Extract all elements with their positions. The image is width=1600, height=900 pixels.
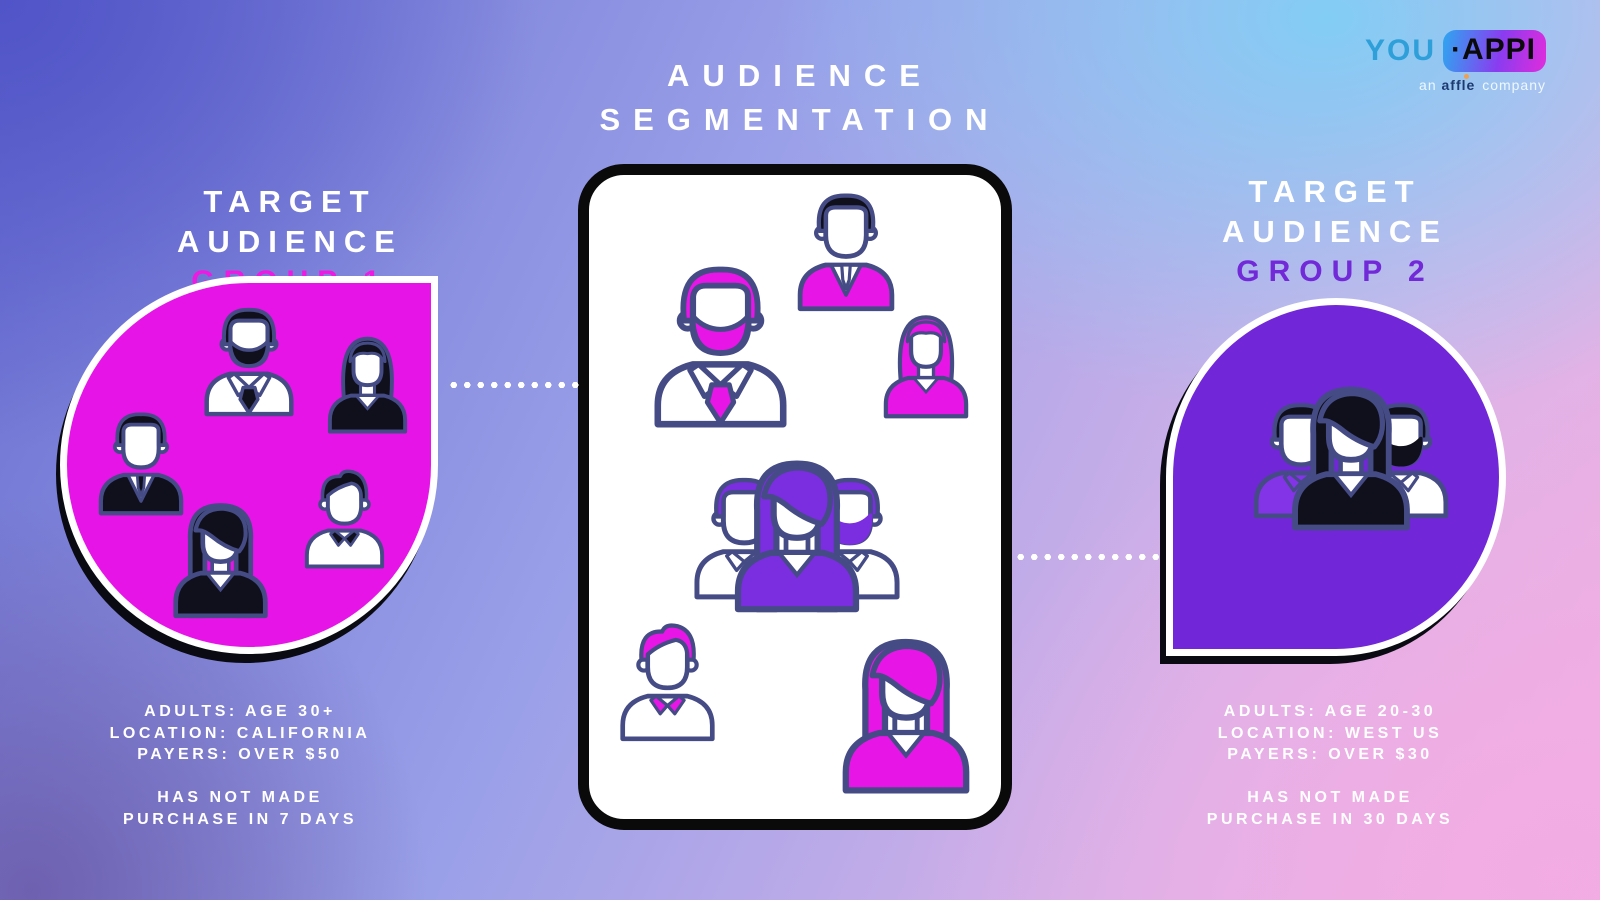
woman-bob-icon bbox=[870, 308, 982, 420]
group1-note-line1: HAS NOT MADE bbox=[157, 789, 323, 806]
group2-heading: TARGET AUDIENCE GROUP 2 bbox=[1135, 172, 1535, 292]
group2-detail-adults: ADULTS: AGE 20-30 bbox=[1223, 703, 1437, 720]
logo-tagline: an affle company bbox=[1365, 74, 1546, 93]
connector-dots-right bbox=[1014, 553, 1166, 561]
page-title: AUDIENCE SEGMENTATION bbox=[0, 54, 1600, 142]
page-title-line1: AUDIENCE bbox=[667, 58, 933, 93]
man-beard-tie-icon bbox=[190, 300, 308, 418]
tagline-affle: affle bbox=[1442, 74, 1478, 93]
group2-title: TARGET AUDIENCE bbox=[1222, 174, 1448, 249]
group1-note-line2: PURCHASE IN 7 DAYS bbox=[122, 810, 357, 828]
group2-detail-payers: PAYERS: OVER $30 bbox=[1227, 746, 1433, 763]
group1-details: ADULTS: AGE 30+ LOCATION: CALIFORNIA PAY… bbox=[40, 701, 440, 766]
group2-subtitle: GROUP 2 bbox=[1236, 255, 1434, 288]
group1-detail-adults: ADULTS: AGE 30+ bbox=[144, 703, 336, 720]
group1-heading: TARGET AUDIENCE GROUP 1 bbox=[90, 182, 490, 302]
woman-long-hair-icon bbox=[822, 628, 990, 796]
woman-long-hair-icon bbox=[158, 495, 283, 620]
group2-note: HAS NOT MADE PURCHASE IN 30 DAYS bbox=[1130, 787, 1530, 830]
group1-detail-payers: PAYERS: OVER $50 bbox=[137, 746, 343, 763]
page-title-line2: SEGMENTATION bbox=[599, 102, 1001, 137]
people-group-icon bbox=[1233, 372, 1469, 550]
man-suit-icon bbox=[782, 185, 910, 313]
group2-detail-location: LOCATION: WEST US bbox=[1217, 724, 1443, 742]
youappi-logo-row: YOU ·APPI bbox=[1365, 30, 1546, 72]
group2-details: ADULTS: AGE 20-30 LOCATION: WEST US PAYE… bbox=[1130, 701, 1530, 766]
affle-flame-icon bbox=[1464, 74, 1470, 79]
group1-note: HAS NOT MADE PURCHASE IN 7 DAYS bbox=[40, 787, 440, 830]
group1-detail-location: LOCATION: CALIFORNIA bbox=[109, 724, 371, 742]
tagline-an: an bbox=[1419, 77, 1437, 93]
group1-title: TARGET AUDIENCE bbox=[177, 184, 403, 259]
group2-note-line1: HAS NOT MADE bbox=[1247, 789, 1413, 806]
connector-dots-left bbox=[447, 381, 581, 389]
youappi-logo: YOU ·APPI an affle company bbox=[1365, 30, 1546, 93]
logo-appi-badge: ·APPI bbox=[1442, 30, 1546, 72]
young-man-icon bbox=[292, 465, 397, 570]
woman-bob-icon bbox=[315, 330, 420, 435]
tagline-company: company bbox=[1482, 77, 1546, 93]
young-man-icon bbox=[605, 618, 730, 743]
logo-you-text: YOU bbox=[1364, 34, 1436, 67]
group2-note-line2: PURCHASE IN 30 DAYS bbox=[1206, 810, 1454, 828]
people-group-icon bbox=[672, 448, 922, 630]
